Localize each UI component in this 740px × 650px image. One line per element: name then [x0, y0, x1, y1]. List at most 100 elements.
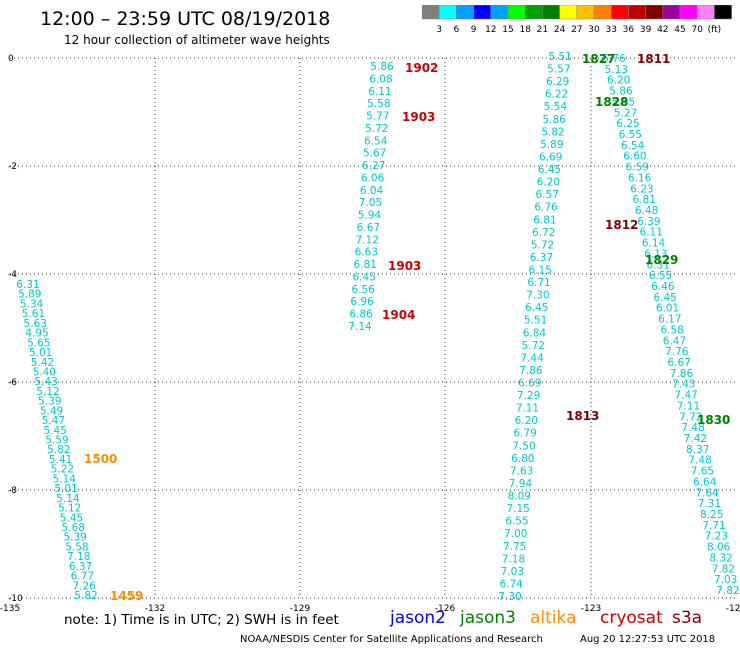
wave-height-value: 6.06: [361, 172, 385, 184]
satellite-legend-cryosat: cryosat: [600, 608, 663, 628]
colorbar-label: 27: [571, 25, 582, 35]
wave-height-value: 5.40: [33, 366, 56, 378]
wave-height-value: 7.14: [348, 321, 372, 333]
wave-height-value: 5.13: [605, 64, 628, 76]
wave-height-value: 4.95: [25, 328, 48, 340]
wave-height-value: 6.31: [647, 259, 670, 271]
wave-height-value: 6.23: [630, 183, 653, 195]
wave-height-value: 6.04: [360, 185, 384, 197]
colorbar-label: 33: [605, 25, 616, 35]
map-grid: [10, 57, 738, 599]
pass-labels: 1902 1903 1903 1904 1827 1811 1828 1812 1829 1813…: [84, 52, 730, 603]
colorbar-label: 18: [519, 25, 531, 35]
wave-height-value: 5.01: [29, 347, 52, 359]
wave-height-value: 7.11: [677, 400, 700, 412]
wave-height-value: 6.27: [362, 160, 385, 172]
wave-height-value: 7.31: [698, 498, 721, 510]
wave-height-value: 7.76: [665, 346, 689, 358]
y-tick-label: -10: [8, 594, 23, 604]
map-axes: -135 -132 -129 -126 -123 -120 0 -2 -4 -6 -8 -10: [0, 54, 740, 614]
wave-height-value: 5.45: [43, 425, 66, 437]
wave-height-value: 5.54: [544, 101, 568, 113]
wave-height-value: 6.14: [642, 238, 666, 250]
pass-time-label: 1828: [595, 95, 628, 109]
colorbar-label: 9: [471, 25, 477, 35]
colorbar-label: 21: [537, 25, 548, 35]
pass-time-label: 1829: [645, 253, 678, 267]
wave-height-value: 5.86: [542, 114, 566, 126]
wave-height-value: 5.58: [65, 541, 88, 553]
x-tick-label: -126: [435, 604, 456, 614]
x-tick-label: -129: [290, 604, 311, 614]
y-tick-label: -2: [8, 162, 17, 172]
wave-height-value: 6.31: [16, 279, 39, 291]
wave-height-value: 5.43: [34, 376, 57, 388]
wave-height-value: 6.55: [649, 270, 672, 282]
wave-height-value: 7.30: [498, 591, 521, 603]
map-title: 12:00 – 23:59 UTC 08/19/2018: [40, 8, 331, 30]
wave-height-value: 5.45: [60, 512, 83, 524]
wave-height-value: 7.00: [504, 528, 527, 540]
wave-height-value: 7.86: [670, 368, 694, 380]
pass-time-label: 1812: [605, 218, 638, 232]
wave-height-value: 7.94: [509, 478, 533, 490]
wave-height-value: 5.39: [63, 532, 86, 544]
wave-height-value: 6.20: [537, 177, 560, 189]
colorbar-label: 6: [454, 25, 460, 35]
wave-height-value: 5.57: [547, 64, 570, 76]
colorbar-label: 24: [554, 25, 566, 35]
wave-height-value: 6.81: [354, 259, 377, 271]
y-tick-label: 0: [8, 54, 14, 64]
colorbar-label: 42: [657, 25, 668, 35]
wave-height-value: 6.81: [533, 214, 556, 226]
footer-credit: NOAA/NESDIS Center for Satellite Applica…: [240, 634, 543, 645]
wave-height-value: 6.25: [616, 118, 639, 130]
wave-height-value: 6.11: [368, 86, 391, 98]
wave-height-value: 5.82: [541, 126, 564, 138]
pass-time-label: 1902: [405, 61, 438, 75]
wave-height-value: 6.76: [534, 202, 558, 214]
x-tick-label: -132: [145, 604, 165, 614]
wave-height-value: 6.55: [505, 516, 528, 528]
pass-time-label: 1813: [566, 409, 599, 423]
wave-height-value: 6.96: [350, 296, 374, 308]
wave-height-value: 7.82: [716, 585, 739, 597]
wave-height-value: 7.64: [695, 487, 719, 499]
wave-height-value: 7.29: [517, 390, 540, 402]
wave-height-value: 6.58: [660, 324, 683, 336]
wave-height-value: 7.03: [501, 566, 524, 578]
wave-height-value: 6.20: [515, 415, 538, 427]
wave-height-value: 6.20: [607, 75, 630, 87]
wave-height-value: 6.54: [621, 140, 645, 152]
pass-time-label: 1903: [402, 110, 435, 124]
wave-height-value: 6.57: [536, 189, 559, 201]
wave-height-value: 6.45: [352, 271, 375, 283]
wave-height-value: 7.30: [526, 290, 549, 302]
wave-height-value: 5.86: [609, 86, 633, 98]
colorbar-label: 15: [502, 25, 513, 35]
pass-time-label: 1827: [582, 52, 615, 66]
wave-height-value: 6.60: [623, 151, 646, 163]
wave-height-value: 5.86: [370, 61, 394, 73]
wave-height-value: 7.50: [512, 440, 535, 452]
wave-height-value: 6.71: [527, 277, 550, 289]
wave-height-value: 6.48: [635, 205, 658, 217]
wave-height-value: 6.59: [626, 162, 649, 174]
wave-height-value: 5.61: [22, 308, 45, 320]
wave-height-value: 8.37: [686, 444, 709, 456]
wave-height-value: 5.82: [47, 444, 70, 456]
wave-height-value: 7.48: [681, 422, 704, 434]
wave-height-value: 6.45: [653, 292, 676, 304]
wave-height-value: 6.13: [644, 248, 667, 260]
x-tick-label: -123: [581, 604, 601, 614]
wave-height-value: 6.80: [511, 453, 534, 465]
wave-height-value: 6.69: [539, 151, 562, 163]
wave-height-value: 7.63: [510, 465, 533, 477]
wave-height-value: 6.01: [656, 303, 679, 315]
wave-height-value: 7.12: [356, 234, 379, 246]
wave-height-value: 5.14: [53, 473, 77, 485]
wave-height-value: 7.48: [688, 455, 711, 467]
colorbar-label: 3: [436, 25, 442, 35]
wave-height-value: 6.39: [637, 216, 660, 228]
y-tick-label: -4: [8, 270, 17, 280]
